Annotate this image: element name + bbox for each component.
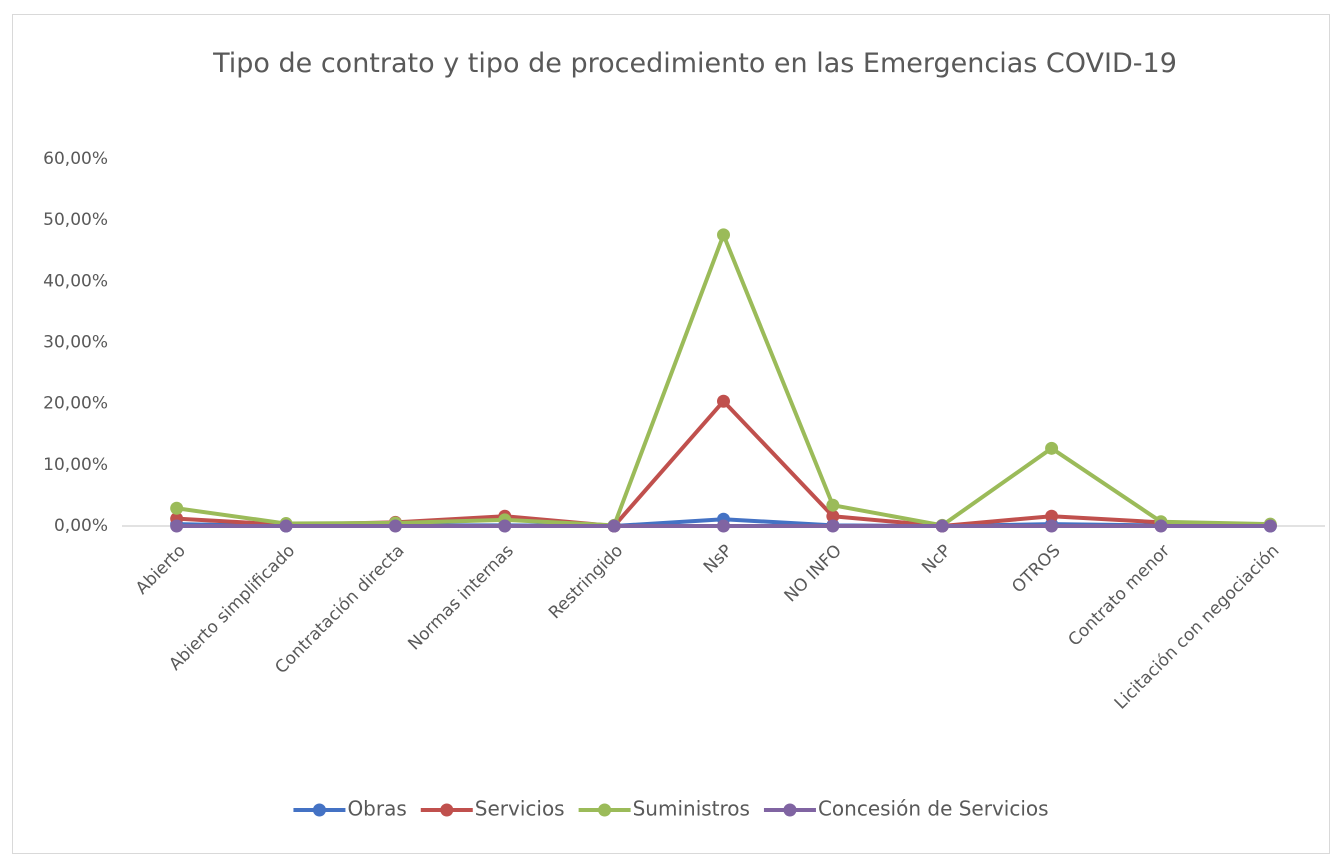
legend-label: Servicios: [475, 797, 565, 821]
point: [388, 519, 402, 533]
point: [717, 394, 730, 408]
point: [826, 509, 840, 523]
y-tick-label: 20,00%: [43, 394, 108, 414]
y-tick-label: 10,00%: [43, 455, 108, 475]
point: [498, 519, 512, 533]
x-tick-label: Abierto simplificado: [165, 541, 299, 675]
point: [279, 519, 293, 533]
x-tick-label: NO INFO: [781, 541, 846, 606]
x-tick-label: Abierto: [132, 541, 190, 599]
series-line: [176, 399, 1271, 528]
series-line: [176, 232, 1271, 528]
y-tick-label: 50,00%: [43, 210, 108, 230]
legend-label: Concesión de Servicios: [818, 797, 1049, 821]
point: [607, 519, 621, 533]
point: [717, 228, 730, 242]
point: [1045, 509, 1059, 523]
x-tick-label: Normas internas: [404, 541, 518, 655]
x-tick-label: NcP: [918, 541, 955, 578]
legend-marker: [312, 803, 326, 817]
point: [1045, 519, 1059, 533]
legend-marker: [440, 803, 454, 817]
x-tick-label: OTROS: [1008, 541, 1064, 597]
point: [170, 501, 184, 515]
y-tick-label: 60,00%: [43, 149, 108, 169]
point: [1263, 519, 1277, 533]
point: [1045, 441, 1059, 455]
y-tick-label: 30,00%: [43, 333, 108, 353]
chart-title: Tipo de contrato y tipo de procedimiento…: [213, 48, 1177, 79]
legend-label: Obras: [347, 797, 406, 821]
point: [717, 519, 730, 533]
legend-label: Suministros: [633, 797, 750, 821]
legend-marker: [783, 803, 797, 817]
point: [826, 519, 840, 533]
point: [935, 519, 949, 533]
x-tick-label: Contrato menor: [1065, 541, 1174, 650]
y-tick-label: 0,00%: [54, 516, 108, 536]
x-tick-label: NsP: [700, 541, 737, 578]
point: [826, 498, 840, 512]
y-tick-label: 40,00%: [43, 271, 108, 291]
legend-marker: [598, 803, 612, 817]
point: [170, 519, 184, 533]
x-tick-label: Restringido: [545, 541, 627, 623]
point: [1154, 519, 1168, 533]
legend: Obras Servicios Suministros Concesión de Se…: [293, 797, 1049, 821]
